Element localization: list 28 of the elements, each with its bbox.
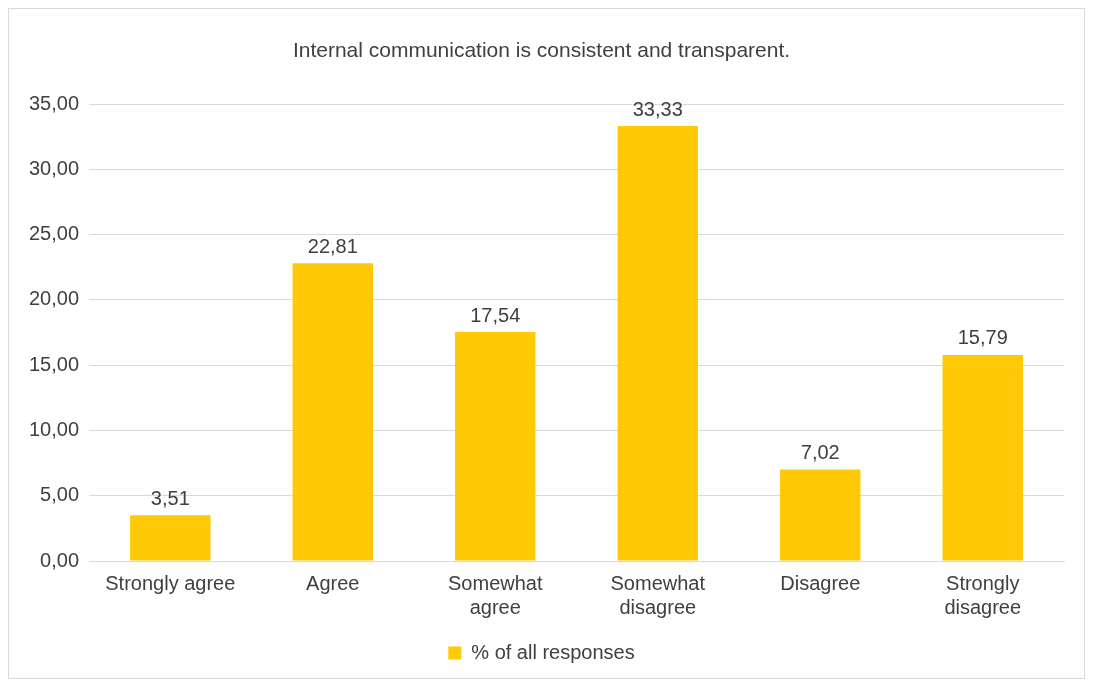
bar xyxy=(942,354,1023,561)
data-label: 7,02 xyxy=(800,440,840,463)
legend-label: % of all responses xyxy=(471,640,635,663)
bar xyxy=(130,515,211,561)
y-tick-label: 20,00 xyxy=(28,287,80,310)
data-label: 22,81 xyxy=(307,234,358,257)
y-tick-label: 0,00 xyxy=(40,548,80,571)
chart-title: Internal communication is consistent and transparent. xyxy=(292,38,791,62)
x-tick-label: Strongly disagree xyxy=(944,571,1022,618)
y-tick-label: 25,00 xyxy=(28,222,80,245)
y-tick-label: 10,00 xyxy=(28,418,80,440)
y-tick-label: 15,00 xyxy=(28,352,80,375)
bar xyxy=(455,332,536,561)
y-tick-label: 30,00 xyxy=(28,156,80,179)
x-tick-label: Somewhat disagree xyxy=(610,571,706,618)
data-label: 17,54 xyxy=(470,303,521,326)
bar xyxy=(617,126,698,561)
data-label: 3,51 xyxy=(150,486,190,509)
x-tick-label: Disagree xyxy=(780,571,861,594)
x-tick-label: Somewhat agree xyxy=(448,571,543,618)
y-tick-label: 35,00 xyxy=(28,91,80,114)
y-tick-label: 5,00 xyxy=(40,483,80,506)
x-tick-label: Agree xyxy=(306,571,360,594)
bar xyxy=(292,263,373,561)
data-label: 15,79 xyxy=(957,326,1008,349)
data-label: 33,33 xyxy=(632,97,683,120)
x-tick-label: Strongly agree xyxy=(105,571,236,594)
bar xyxy=(780,469,861,561)
